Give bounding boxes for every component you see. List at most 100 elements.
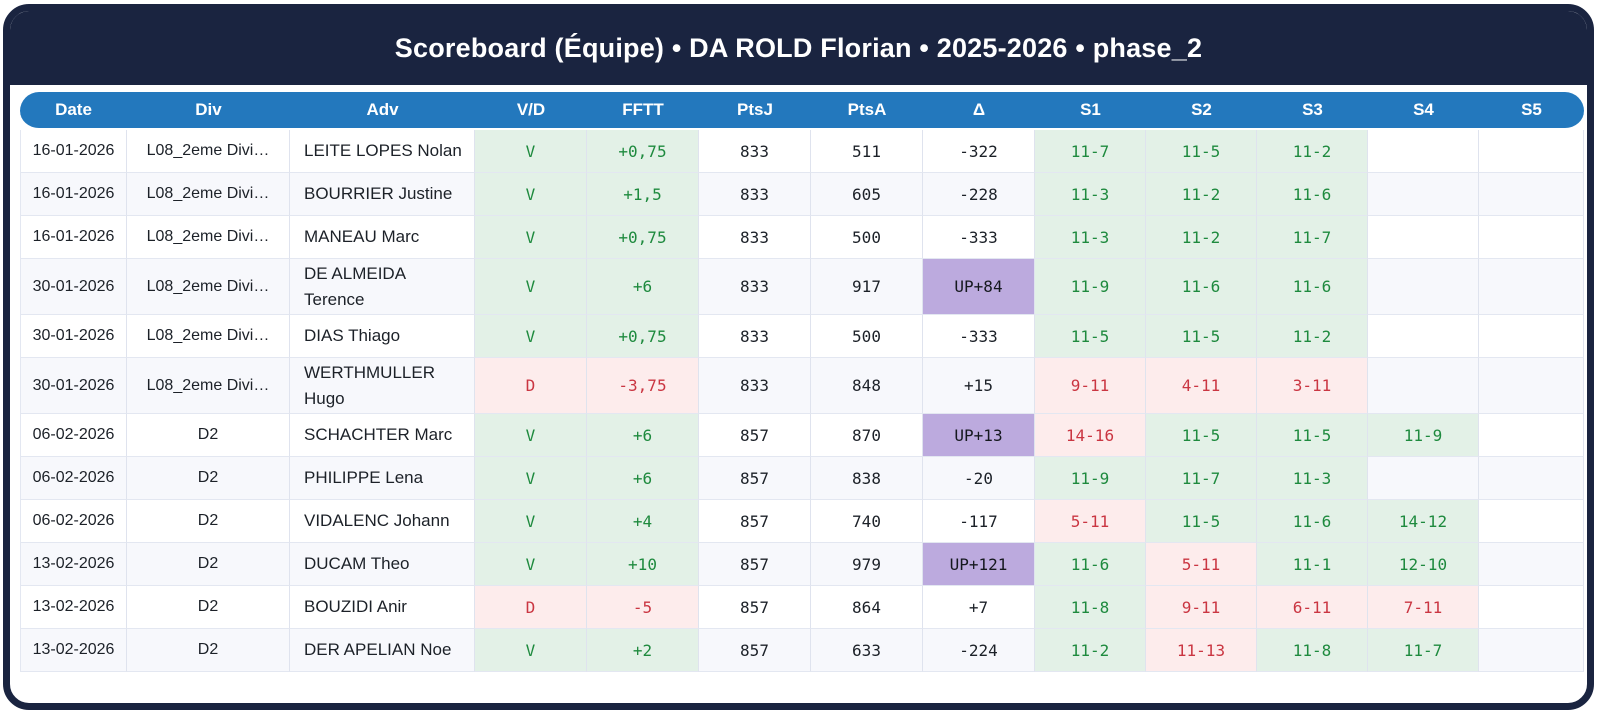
cell-set-s3: 11-6 — [1257, 259, 1368, 315]
cell-adversary: DE ALMEIDA Terence — [290, 259, 475, 315]
scoreboard-table: Date Div Adv V/D FFTT PtsJ PtsA Δ S1 S2 S3 S4 S5 16-… — [20, 92, 1584, 672]
cell-date: 06-02-2026 — [20, 500, 127, 543]
cell-delta: -333 — [923, 315, 1035, 358]
cell-date: 16-01-2026 — [20, 216, 127, 259]
cell-result: D — [475, 586, 587, 629]
cell-set-s5 — [1479, 414, 1584, 457]
table-row: 13-02-2026 D2 DER APELIAN Noe V +2 857 633 -224… — [20, 629, 1584, 672]
cell-adversary: BOUZIDI Anir — [290, 586, 475, 629]
title-bar: Scoreboard (Équipe) • DA ROLD Florian • … — [10, 11, 1587, 85]
cell-delta: -20 — [923, 457, 1035, 500]
cell-adversary: VIDALENC Johann — [290, 500, 475, 543]
cell-set-s3: 11-6 — [1257, 500, 1368, 543]
cell-points-adversary: 500 — [811, 216, 923, 259]
cell-points-adversary: 979 — [811, 543, 923, 586]
cell-adversary: DIAS Thiago — [290, 315, 475, 358]
cell-points-adversary: 633 — [811, 629, 923, 672]
cell-adversary: LEITE LOPES Nolan — [290, 130, 475, 173]
cell-set-s4: 7-11 — [1368, 586, 1479, 629]
cell-set-s4 — [1368, 130, 1479, 173]
cell-set-s2: 11-2 — [1146, 216, 1257, 259]
cell-points-played: 857 — [699, 629, 811, 672]
table-row: 06-02-2026 D2 PHILIPPE Lena V +6 857 838 -20 11-… — [20, 457, 1584, 500]
cell-fftt-points: -5 — [587, 586, 699, 629]
cell-division: L08_2eme Divi… — [127, 315, 290, 358]
cell-result: V — [475, 543, 587, 586]
cell-set-s4: 11-7 — [1368, 629, 1479, 672]
cell-fftt-points: +0,75 — [587, 130, 699, 173]
header-row: Date Div Adv V/D FFTT PtsJ PtsA Δ S1 S2 S3 S4 S5 — [20, 92, 1584, 130]
cell-set-s1: 11-3 — [1035, 173, 1146, 216]
cell-points-played: 833 — [699, 358, 811, 414]
header-cell-s1: S1 — [1035, 92, 1146, 130]
cell-delta: UP+84 — [923, 259, 1035, 315]
cell-delta: -224 — [923, 629, 1035, 672]
cell-set-s5 — [1479, 259, 1584, 315]
cell-set-s2: 9-11 — [1146, 586, 1257, 629]
cell-points-adversary: 848 — [811, 358, 923, 414]
cell-date: 06-02-2026 — [20, 457, 127, 500]
cell-set-s3: 11-5 — [1257, 414, 1368, 457]
cell-set-s1: 11-5 — [1035, 315, 1146, 358]
cell-delta: UP+13 — [923, 414, 1035, 457]
table-container: Date Div Adv V/D FFTT PtsJ PtsA Δ S1 S2 S3 S4 S5 16-… — [10, 85, 1587, 703]
page-title: Scoreboard (Équipe) • DA ROLD Florian • … — [394, 32, 1203, 63]
cell-fftt-points: +6 — [587, 414, 699, 457]
cell-fftt-points: +0,75 — [587, 216, 699, 259]
table-row: 16-01-2026 L08_2eme Divi… LEITE LOPES Nola… — [20, 130, 1584, 173]
cell-fftt-points: -3,75 — [587, 358, 699, 414]
table-row: 30-01-2026 L08_2eme Divi… DE ALMEIDA Teren… — [20, 259, 1584, 315]
cell-set-s3: 11-2 — [1257, 315, 1368, 358]
cell-set-s3: 11-6 — [1257, 173, 1368, 216]
header-cell-date: Date — [20, 92, 127, 130]
cell-division: L08_2eme Divi… — [127, 358, 290, 414]
cell-set-s2: 11-13 — [1146, 629, 1257, 672]
cell-points-adversary: 864 — [811, 586, 923, 629]
cell-date: 13-02-2026 — [20, 586, 127, 629]
cell-points-played: 857 — [699, 543, 811, 586]
cell-set-s1: 11-8 — [1035, 586, 1146, 629]
cell-points-adversary: 605 — [811, 173, 923, 216]
cell-set-s5 — [1479, 500, 1584, 543]
cell-date: 13-02-2026 — [20, 629, 127, 672]
cell-set-s5 — [1479, 586, 1584, 629]
cell-adversary: MANEAU Marc — [290, 216, 475, 259]
cell-points-adversary: 870 — [811, 414, 923, 457]
cell-set-s2: 11-5 — [1146, 414, 1257, 457]
cell-set-s3: 6-11 — [1257, 586, 1368, 629]
header-cell-div: Div — [127, 92, 290, 130]
header-cell-ptsj: PtsJ — [699, 92, 811, 130]
cell-fftt-points: +10 — [587, 543, 699, 586]
table-body: 16-01-2026 L08_2eme Divi… LEITE LOPES Nola… — [20, 130, 1584, 672]
cell-date: 30-01-2026 — [20, 315, 127, 358]
header-cell-ptsa: PtsA — [811, 92, 923, 130]
header-cell-v-d: V/D — [475, 92, 587, 130]
cell-fftt-points: +4 — [587, 500, 699, 543]
cell-set-s1: 14-16 — [1035, 414, 1146, 457]
cell-result: V — [475, 259, 587, 315]
cell-result: V — [475, 130, 587, 173]
cell-points-played: 833 — [699, 259, 811, 315]
cell-delta: -117 — [923, 500, 1035, 543]
table-row: 13-02-2026 D2 DUCAM Theo V +10 857 979 UP+121 11… — [20, 543, 1584, 586]
table-row: 16-01-2026 L08_2eme Divi… MANEAU Marc V +0,7… — [20, 216, 1584, 259]
cell-result: V — [475, 173, 587, 216]
cell-result: V — [475, 457, 587, 500]
cell-result: D — [475, 358, 587, 414]
cell-set-s4 — [1368, 457, 1479, 500]
cell-date: 16-01-2026 — [20, 173, 127, 216]
cell-result: V — [475, 629, 587, 672]
cell-points-adversary: 500 — [811, 315, 923, 358]
cell-points-adversary: 740 — [811, 500, 923, 543]
cell-fftt-points: +6 — [587, 457, 699, 500]
cell-date: 30-01-2026 — [20, 358, 127, 414]
header-cell-s3: S3 — [1257, 92, 1368, 130]
cell-points-played: 833 — [699, 173, 811, 216]
cell-points-adversary: 917 — [811, 259, 923, 315]
cell-division: D2 — [127, 457, 290, 500]
cell-points-played: 833 — [699, 216, 811, 259]
cell-set-s5 — [1479, 216, 1584, 259]
cell-set-s2: 5-11 — [1146, 543, 1257, 586]
cell-set-s3: 3-11 — [1257, 358, 1368, 414]
cell-points-played: 857 — [699, 500, 811, 543]
